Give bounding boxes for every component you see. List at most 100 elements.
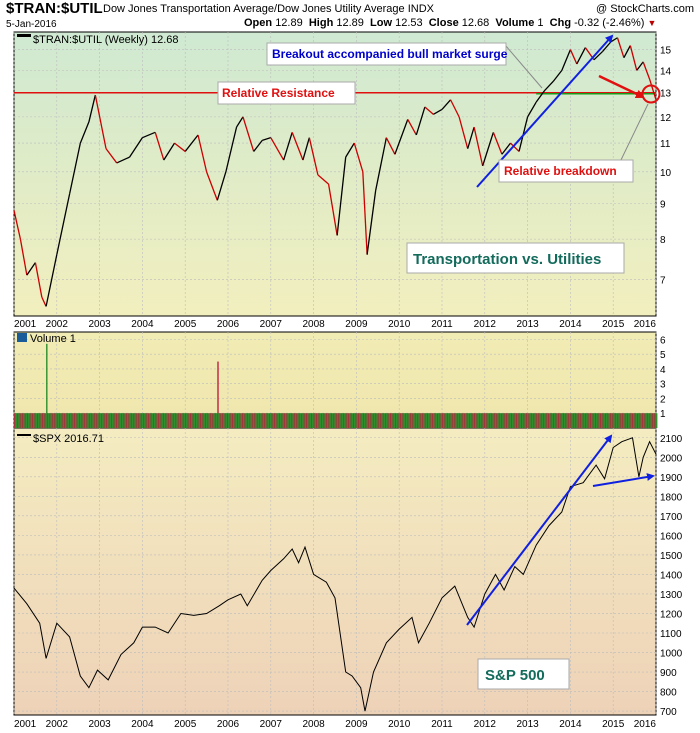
volume-bar: [624, 413, 627, 428]
volume-bar: [129, 413, 131, 428]
volume-bar: [314, 413, 316, 428]
volume-bar: [527, 413, 529, 428]
ratio-segment: [34, 262, 43, 298]
down-triangle-icon: ▼: [647, 18, 657, 28]
volume-bar: [505, 413, 507, 428]
volume-bar: [167, 413, 169, 428]
volume-bar: [270, 413, 273, 428]
volume-bar: [424, 413, 427, 428]
volume-bar: [255, 413, 258, 428]
volume-bar: [481, 413, 483, 428]
volume-bar: [132, 413, 134, 428]
volume-bar: [254, 413, 256, 428]
volume-bar: [136, 413, 139, 428]
volume-bar: [551, 413, 553, 428]
volume-bar: [382, 413, 385, 428]
volume-bar: [158, 413, 161, 428]
volume-bar: [593, 413, 595, 428]
volume-bar: [415, 413, 418, 428]
volume-bar: [395, 413, 397, 428]
x-tick-label: 2003: [88, 319, 111, 330]
volume-value: 1: [537, 17, 544, 29]
volume-bar: [578, 413, 581, 428]
volume-bar: [638, 413, 641, 428]
y-tick-label: 1400: [660, 570, 683, 581]
spx-divergence-arrow: [592, 473, 655, 487]
volume-bar: [310, 413, 312, 428]
volume-bar: [39, 413, 41, 428]
volume-bar: [17, 413, 19, 428]
volume-bar: [276, 413, 278, 428]
volume-bar: [37, 413, 39, 428]
breakout-annotation: Breakout accompanied bull market surge: [272, 47, 508, 61]
volume-bar: [504, 413, 506, 428]
volume-bar: [581, 413, 584, 428]
volume-bar: [567, 413, 569, 428]
ratio-segment: [527, 101, 537, 118]
volume-bar: [239, 413, 241, 428]
volume-bar: [613, 413, 615, 428]
ratio-segment: [197, 134, 208, 172]
volume-bar: [41, 413, 44, 428]
volume-bar: [112, 413, 115, 428]
volume-bar: [431, 413, 433, 428]
volume-bar: [138, 413, 140, 428]
volume-bar: [562, 413, 564, 428]
volume-bar: [541, 413, 543, 428]
volume-bar: [405, 413, 408, 428]
volume-bar: [587, 413, 590, 428]
volume-bar: [388, 413, 390, 428]
spx-x-tick-labels: 2001 2002 2003 2004 2005 2006 2007 2008 2009 2010…: [14, 719, 656, 730]
ratio-segment: [473, 126, 484, 167]
volume-bar: [359, 413, 362, 428]
ratio-segment: [308, 137, 319, 176]
y-tick-label: 2100: [660, 434, 683, 445]
volume-bar: [436, 413, 438, 428]
volume-bar: [391, 413, 394, 428]
resistance-label-box: [217, 81, 356, 105]
y-tick-label: 1800: [660, 492, 683, 503]
ratio-segment: [163, 142, 176, 161]
volume-bar: [122, 413, 125, 428]
x-tick-label: 2004: [131, 719, 154, 730]
volume-bar: [408, 413, 410, 428]
volume-bar: [487, 413, 489, 428]
volume-bar: [262, 413, 264, 428]
volume-bar: [599, 413, 601, 428]
volume-bar: [568, 413, 571, 428]
volume-bar: [396, 413, 399, 428]
volume-bar: [215, 413, 218, 428]
volume-bar: [79, 413, 82, 428]
volume-bar: [256, 413, 259, 428]
volume-bar: [634, 413, 636, 428]
volume-bar: [198, 413, 200, 428]
volume-bar: [274, 413, 277, 428]
volume-bar: [651, 413, 653, 428]
volume-bar: [549, 413, 551, 428]
ratio-segment: [424, 106, 434, 115]
volume-bar: [579, 413, 581, 428]
volume-bar: [14, 413, 17, 428]
volume-bar: [467, 413, 469, 428]
volume-bar: [365, 413, 367, 428]
breakdown-circle: [641, 84, 661, 104]
volume-bar: [116, 413, 119, 428]
volume-bar: [306, 413, 308, 428]
ratio-segment: [482, 132, 494, 167]
volume-bar: [42, 413, 45, 428]
volume-bar: [293, 413, 295, 428]
x-tick-label: 2006: [217, 719, 240, 730]
volume-bar: [97, 413, 100, 428]
volume-bar: [471, 413, 474, 428]
volume-bar: [291, 413, 293, 428]
ratio-legend-swatch: [17, 34, 31, 37]
volume-bar: [149, 413, 152, 428]
volume-bar: [338, 413, 340, 428]
volume-bar: [59, 413, 61, 428]
volume-bar: [535, 413, 538, 428]
volume-bar: [288, 413, 290, 428]
volume-bar: [14, 413, 16, 428]
volume-bar: [376, 413, 379, 428]
volume-bar: [451, 413, 453, 428]
volume-bar: [557, 413, 559, 428]
